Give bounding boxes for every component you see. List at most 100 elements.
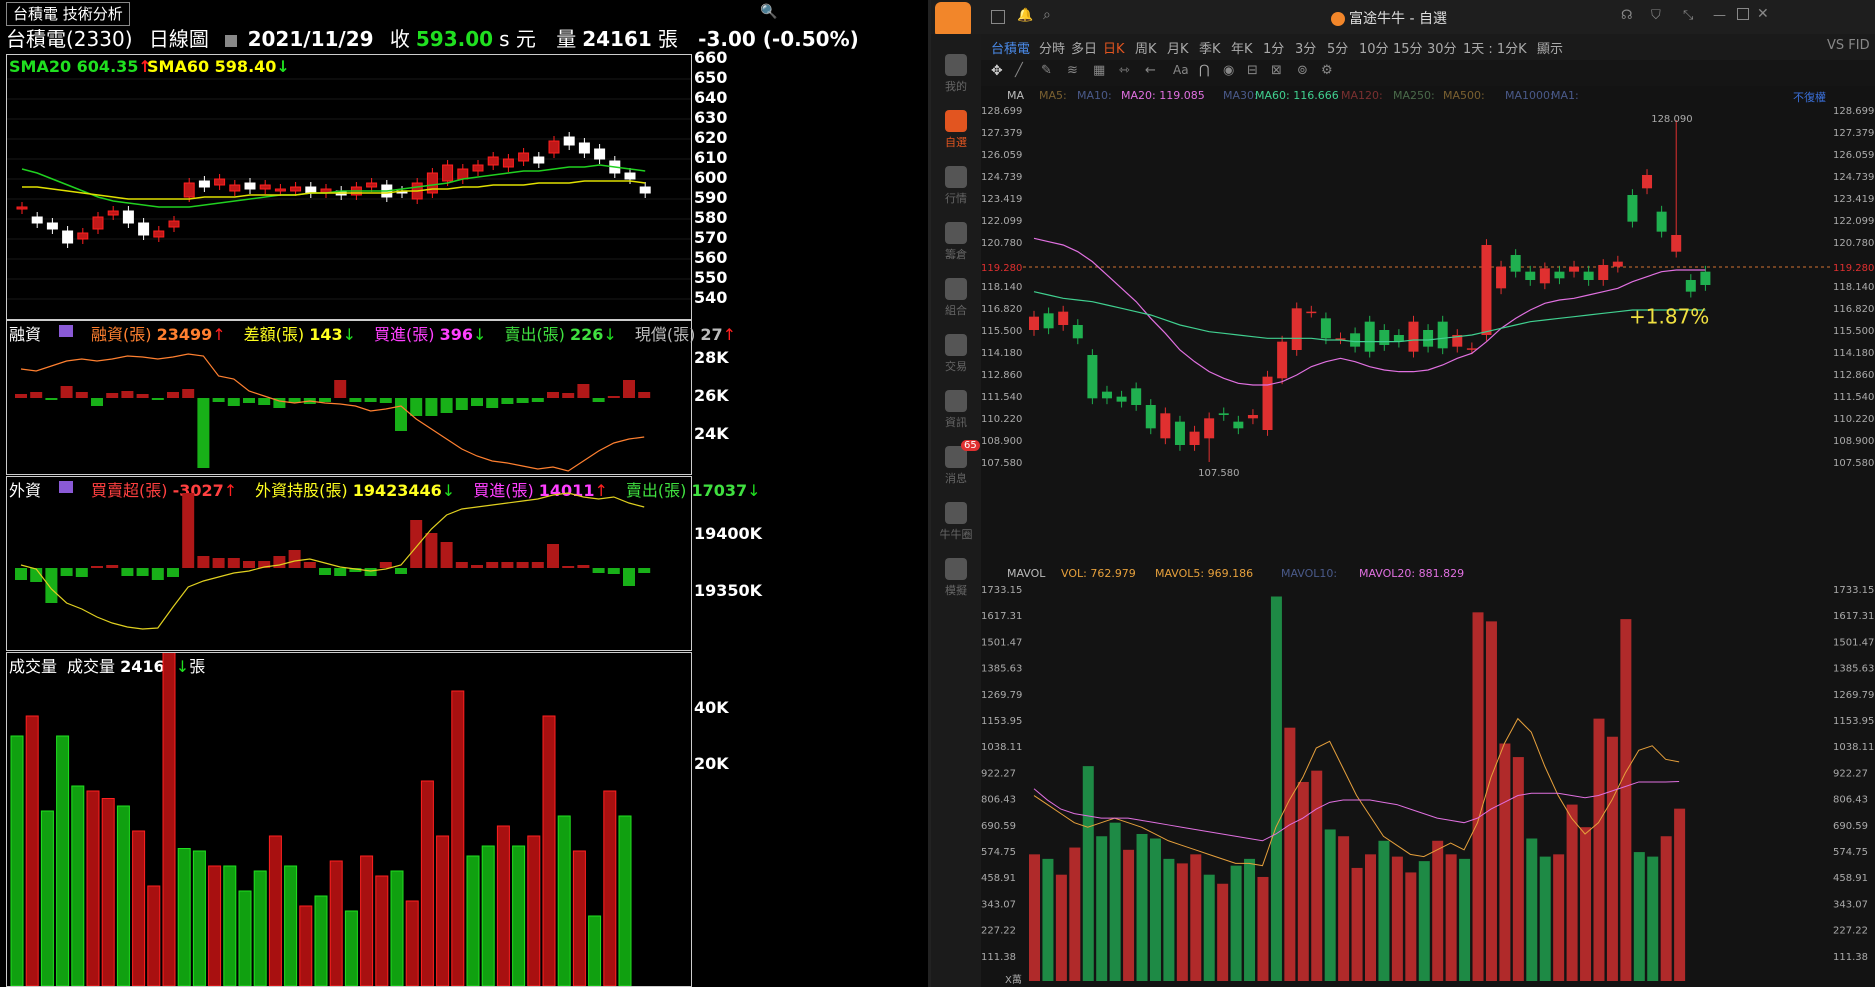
nav-item-watchlist[interactable]: 自選 — [931, 110, 981, 150]
window-title-tab[interactable]: 台積電 技術分析 — [6, 2, 130, 26]
shrink-icon[interactable]: ⤡ — [1683, 8, 1694, 23]
nav-item-gamepad[interactable]: 模擬 — [931, 558, 981, 598]
ma-legend-item[interactable]: MA20: 119.085 — [1121, 89, 1205, 102]
nav-item-funnel[interactable]: 籌倉 — [931, 222, 981, 262]
ma-legend-item[interactable]: MA5: — [1039, 89, 1067, 102]
period-tab[interactable]: 月K — [1167, 42, 1189, 57]
vol-tick-left: 1617.31 — [981, 611, 1022, 622]
nav-item-user[interactable]: 我的 — [931, 54, 981, 94]
period-tab[interactable]: 日K — [1103, 42, 1125, 57]
list-icon[interactable] — [59, 481, 73, 493]
period-tab[interactable]: 周K — [1135, 42, 1157, 57]
price-pane[interactable]: SMA20 604.35↑ SMA60 598.40↓ — [6, 54, 692, 320]
trendline-icon[interactable]: ╱ — [1015, 63, 1023, 78]
period-tab[interactable]: 3分 — [1295, 42, 1317, 57]
legend-value: 27 — [700, 325, 723, 344]
magnet-icon[interactable]: ⋂ — [1199, 63, 1210, 78]
ma-legend-item[interactable]: MA10: — [1077, 89, 1112, 102]
vol-legend-item[interactable]: MAVOL — [1007, 567, 1046, 580]
arrow-icon[interactable]: ← — [1145, 63, 1156, 78]
ma-legend-item[interactable]: MA500: — [1443, 89, 1485, 102]
period-tab[interactable]: 分時 — [1039, 42, 1066, 57]
zoom-icon[interactable]: 🔍 — [760, 4, 778, 20]
trash-icon[interactable]: ⊠ — [1271, 63, 1282, 78]
no-restore-button[interactable]: 不復權 — [1793, 91, 1826, 104]
minimize-button[interactable]: — — [1713, 8, 1726, 23]
ma-legend-item[interactable]: MA250: — [1393, 89, 1435, 102]
margin-bar — [106, 393, 119, 398]
period-tab[interactable]: 15分 — [1393, 42, 1423, 57]
pen-icon[interactable]: ✎ — [1041, 63, 1052, 78]
chart-type-dropdown[interactable] — [225, 34, 238, 47]
fib-icon[interactable]: ≋ — [1067, 63, 1078, 78]
lock-icon[interactable]: ⊟ — [1247, 63, 1258, 78]
settings-icon[interactable]: ⚙ — [1321, 63, 1333, 78]
vs-label[interactable]: VS FID — [1827, 38, 1870, 53]
ma-legend-item[interactable]: MA60: 116.666 — [1255, 89, 1339, 102]
text-icon[interactable]: Aa — [1173, 63, 1189, 77]
headset-icon[interactable]: ☊ — [1621, 8, 1633, 23]
candle-body — [16, 206, 28, 210]
vol-legend-item[interactable]: MAVOL10: — [1281, 567, 1338, 580]
crosshair-icon[interactable]: ✥ — [991, 63, 1003, 79]
period-tab[interactable]: 顯示 — [1537, 42, 1564, 57]
nav-item-community[interactable]: 牛牛圈 — [931, 502, 981, 542]
period-tab[interactable]: 台積電 — [991, 42, 1031, 57]
period-tab[interactable]: 30分 — [1427, 42, 1457, 57]
margin-pane[interactable]: 融資 融資(張) 23499↑ 差額(張) 143↓ 買進(張) 396↓ 賣出(張)… — [6, 320, 736, 475]
candle-body — [1423, 329, 1434, 347]
eye-icon[interactable]: ◉ — [1223, 63, 1235, 78]
app-logo[interactable] — [935, 2, 971, 38]
foreign-bar — [106, 565, 119, 568]
nav-label: 消息 — [945, 472, 967, 485]
margin-bar — [91, 398, 103, 406]
volume-bar — [268, 835, 282, 986]
period-tab[interactable]: 1分 — [1263, 42, 1285, 57]
period-tab[interactable]: 季K — [1199, 42, 1221, 57]
measure-icon[interactable]: ⇿ — [1119, 63, 1130, 78]
vol-legend-item[interactable]: VOL: 762.979 — [1061, 567, 1136, 580]
nav-item-trade[interactable]: 交易 — [931, 334, 981, 374]
ma-legend-item[interactable]: MA1: — [1551, 89, 1579, 102]
vol-legend-item[interactable]: MAVOL20: 881.829 — [1359, 567, 1465, 580]
volume-bar — [1674, 808, 1686, 981]
vol-legend-item[interactable]: MAVOL5: 969.186 — [1155, 567, 1254, 580]
period-tab[interactable]: 多日 — [1071, 42, 1098, 57]
grid-icon[interactable]: ▦ — [1093, 63, 1106, 78]
period-tab[interactable]: 1天 : 1分K — [1463, 42, 1527, 57]
nav-item-message[interactable]: 消息 65 — [931, 440, 981, 486]
period-tab[interactable]: 5分 — [1327, 42, 1349, 57]
nav-item-news[interactable]: 資訊 — [931, 390, 981, 430]
brand-icon — [1331, 12, 1345, 26]
menu-icon[interactable] — [991, 10, 1005, 24]
ma-legend-item[interactable]: MA — [1007, 89, 1025, 102]
list-icon[interactable] — [59, 325, 73, 337]
link-icon[interactable]: ⊚ — [1297, 63, 1308, 78]
candlestick-chart[interactable]: 128.699 128.699 127.379 127.379 126.059 126.0… — [981, 106, 1875, 560]
foreign-bar — [227, 558, 240, 568]
foreign-bar — [243, 561, 255, 568]
badge: 65 — [961, 440, 980, 451]
shirt-icon[interactable]: ⛉ — [1651, 8, 1661, 23]
search-icon[interactable]: ⌕ — [1043, 7, 1051, 23]
foreign-bar — [486, 562, 499, 568]
volume-bar — [1593, 718, 1605, 981]
period-tab[interactable]: 年K — [1231, 42, 1253, 57]
bell-icon[interactable]: 🔔 — [1017, 8, 1034, 23]
nav-item-market[interactable]: 行情 — [931, 166, 981, 206]
maximize-button[interactable] — [1737, 8, 1749, 20]
candle-body — [1656, 211, 1667, 232]
ma-legend-item[interactable]: MA120: — [1341, 89, 1383, 102]
ma-legend-item[interactable]: MA30: — [1223, 89, 1258, 102]
volume-bar-chart[interactable]: 1733.15 1733.15 1617.31 1617.31 1501.47 1501.… — [981, 583, 1875, 987]
foreign-pane[interactable]: 外資 買賣超(張) -3027↑ 外資持股(張) 19423446↓ 買進(張) 1… — [6, 476, 761, 651]
close-button[interactable]: ✕ — [1757, 6, 1769, 22]
volume-bar — [1351, 867, 1363, 981]
vol-tick-right: 1269.79 — [1833, 690, 1874, 701]
ma-legend-item[interactable]: MA1000: — [1505, 89, 1554, 102]
period-tab[interactable]: 10分 — [1359, 42, 1389, 57]
volume-pane[interactable]: 成交量 成交量 24161↓張 — [6, 652, 692, 987]
nav-item-pie[interactable]: 組合 — [931, 278, 981, 318]
nav-label: 模擬 — [945, 584, 967, 597]
stock-name: 台積電(2330) — [6, 27, 133, 51]
